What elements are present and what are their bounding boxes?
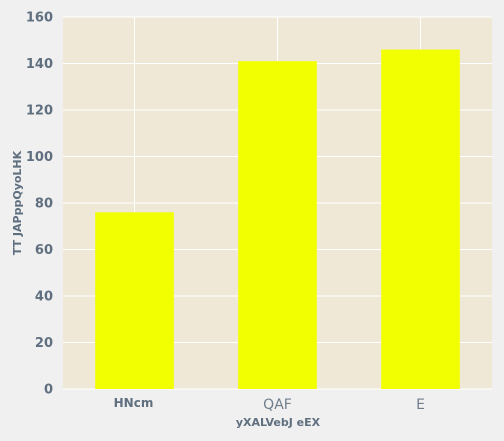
x-tick-label: E (416, 397, 425, 413)
y-tick-label: 0 (44, 383, 53, 398)
y-tick-label: 60 (35, 243, 53, 258)
y-tick-label: 160 (26, 11, 53, 26)
y-tick-label: 100 (26, 150, 53, 165)
y-tick-label: 80 (35, 197, 53, 212)
bar-e (381, 49, 460, 390)
x-axis-ticks: HNcm QAF E (114, 396, 425, 413)
y-tick-label: 140 (26, 57, 53, 72)
y-tick-label: 20 (35, 336, 53, 351)
y-tick-label: 120 (26, 104, 53, 119)
bar-hncm (95, 212, 174, 389)
bar-qaf (238, 61, 317, 390)
y-axis-label: TT JAPppQyoLHK (11, 150, 24, 255)
x-axis-label: yXALVebJ eEX (236, 416, 321, 429)
x-tick-label: QAF (263, 397, 292, 413)
y-axis-ticks: 0 20 40 60 80 100 120 140 160 (26, 11, 53, 398)
bars (95, 49, 460, 390)
y-tick-label: 40 (35, 290, 53, 305)
x-tick-label: HNcm (114, 396, 154, 410)
